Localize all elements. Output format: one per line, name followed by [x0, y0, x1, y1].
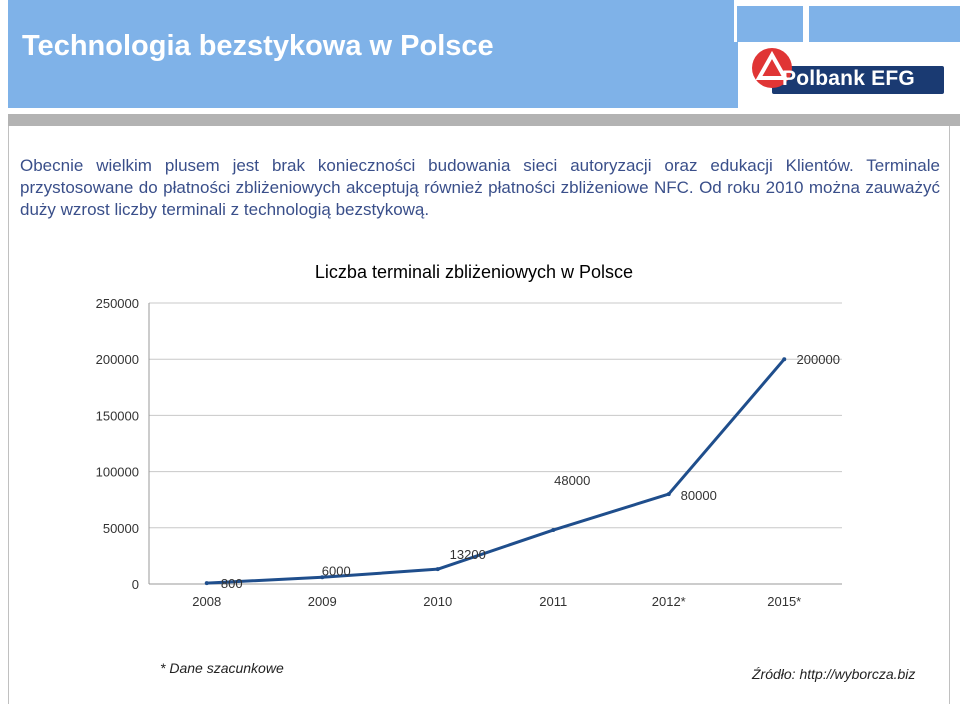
data-point — [551, 528, 556, 533]
y-tick-label: 150000 — [96, 408, 139, 423]
header-decoration — [737, 0, 807, 6]
y-tick-label: 200000 — [96, 352, 139, 367]
x-tick-label: 2011 — [539, 594, 567, 609]
series-line — [206, 358, 786, 585]
x-tick-label: 2012* — [652, 594, 686, 609]
page-title: Technologia bezstykowa w Polsce — [22, 30, 494, 62]
intro-paragraph: Obecnie wielkim plusem jest brak koniecz… — [20, 156, 940, 219]
y-tick-label: 0 — [132, 577, 139, 592]
chart-title: Liczba terminali zbliżeniowych w Polsce — [315, 262, 633, 282]
x-tick-label: 2009 — [308, 594, 337, 609]
content-frame — [8, 126, 950, 704]
data-point — [320, 575, 325, 580]
data-label: 6000 — [322, 563, 351, 578]
data-point — [666, 492, 671, 497]
data-label: 800 — [221, 576, 243, 591]
y-tick-label: 50000 — [103, 521, 139, 536]
divider-bar — [8, 114, 960, 126]
data-label: 200000 — [797, 352, 840, 367]
header-decoration — [734, 0, 737, 42]
data-point — [782, 357, 787, 362]
data-label: 80000 — [681, 488, 717, 503]
logo-plate — [772, 66, 944, 94]
data-label: 13200 — [450, 547, 486, 562]
logo-text: Polbank EFG — [782, 67, 915, 90]
x-tick-label: 2008 — [192, 594, 221, 609]
data-label: 48000 — [554, 473, 590, 488]
header-decoration — [803, 0, 809, 42]
footnote: * Dane szacunkowe — [160, 660, 284, 676]
x-tick-label: 2015* — [767, 594, 801, 609]
data-point — [204, 581, 209, 586]
y-tick-label: 100000 — [96, 465, 139, 480]
x-tick-label: 2010 — [423, 594, 452, 609]
data-point — [435, 567, 440, 572]
source-note: Źródło: http://wyborcza.biz — [752, 666, 916, 682]
header-decoration — [809, 0, 960, 6]
y-tick-label: 250000 — [96, 296, 139, 311]
polbank-logo-icon — [752, 48, 792, 88]
